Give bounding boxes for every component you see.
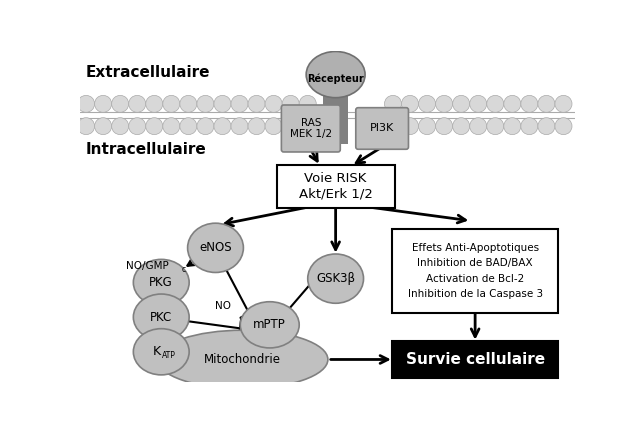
FancyBboxPatch shape xyxy=(277,165,394,208)
Circle shape xyxy=(197,118,214,135)
Circle shape xyxy=(521,118,538,135)
Text: Intracellulaire: Intracellulaire xyxy=(86,142,207,157)
Circle shape xyxy=(487,118,504,135)
FancyBboxPatch shape xyxy=(281,105,341,152)
Circle shape xyxy=(504,95,521,112)
Text: Récepteur: Récepteur xyxy=(307,73,364,84)
Text: PKG: PKG xyxy=(150,276,173,289)
Ellipse shape xyxy=(306,51,365,98)
Text: Mitochondrie: Mitochondrie xyxy=(204,353,281,366)
Ellipse shape xyxy=(157,330,328,389)
Circle shape xyxy=(146,118,163,135)
Text: NO: NO xyxy=(215,301,231,311)
Circle shape xyxy=(248,95,265,112)
Circle shape xyxy=(452,118,470,135)
Circle shape xyxy=(521,95,538,112)
Circle shape xyxy=(95,118,112,135)
Circle shape xyxy=(436,118,452,135)
Circle shape xyxy=(555,118,572,135)
Text: mPTP: mPTP xyxy=(254,318,286,331)
Ellipse shape xyxy=(134,294,189,340)
Ellipse shape xyxy=(188,223,243,272)
Text: eNOS: eNOS xyxy=(199,242,232,254)
Ellipse shape xyxy=(134,260,189,305)
Circle shape xyxy=(282,118,299,135)
Ellipse shape xyxy=(134,329,189,375)
Circle shape xyxy=(538,118,555,135)
Circle shape xyxy=(504,118,521,135)
Circle shape xyxy=(419,95,436,112)
Circle shape xyxy=(401,118,419,135)
Circle shape xyxy=(555,95,572,112)
Ellipse shape xyxy=(240,302,299,348)
Circle shape xyxy=(128,118,146,135)
Circle shape xyxy=(385,118,401,135)
FancyBboxPatch shape xyxy=(392,229,558,313)
Text: Extracellulaire: Extracellulaire xyxy=(86,65,211,80)
Circle shape xyxy=(470,118,487,135)
Text: PKC: PKC xyxy=(150,311,173,323)
Circle shape xyxy=(487,95,504,112)
Text: Survie cellulaire: Survie cellulaire xyxy=(406,352,544,367)
Circle shape xyxy=(470,95,487,112)
Circle shape xyxy=(163,95,180,112)
Ellipse shape xyxy=(308,254,364,303)
Circle shape xyxy=(248,118,265,135)
Circle shape xyxy=(401,95,419,112)
Circle shape xyxy=(77,95,95,112)
Text: NO/GMP: NO/GMP xyxy=(127,260,169,271)
Circle shape xyxy=(452,95,470,112)
Circle shape xyxy=(265,118,282,135)
Text: RAS
MEK 1/2: RAS MEK 1/2 xyxy=(289,118,332,139)
Circle shape xyxy=(163,118,180,135)
FancyBboxPatch shape xyxy=(392,341,558,378)
Circle shape xyxy=(231,95,248,112)
Circle shape xyxy=(77,118,95,135)
Circle shape xyxy=(436,95,452,112)
Circle shape xyxy=(128,95,146,112)
Circle shape xyxy=(231,118,248,135)
Text: Voie RISK
Akt/Erk 1/2: Voie RISK Akt/Erk 1/2 xyxy=(298,172,373,200)
Circle shape xyxy=(299,95,316,112)
Circle shape xyxy=(214,95,231,112)
Bar xyxy=(323,75,348,144)
Circle shape xyxy=(265,95,282,112)
Circle shape xyxy=(180,118,197,135)
Text: Effets Anti-Apoptotiques
Inhibition de BAD/BAX
Activation de Bcl-2
Inhibition de: Effets Anti-Apoptotiques Inhibition de B… xyxy=(408,242,543,299)
Circle shape xyxy=(146,95,163,112)
Circle shape xyxy=(112,95,128,112)
Circle shape xyxy=(112,118,128,135)
Circle shape xyxy=(95,95,112,112)
Circle shape xyxy=(197,95,214,112)
Circle shape xyxy=(419,118,436,135)
Text: GSK3β: GSK3β xyxy=(316,272,355,285)
Text: ATP: ATP xyxy=(162,351,176,360)
Text: K: K xyxy=(153,345,160,358)
Circle shape xyxy=(214,118,231,135)
Circle shape xyxy=(180,95,197,112)
Circle shape xyxy=(282,95,299,112)
Circle shape xyxy=(538,95,555,112)
FancyBboxPatch shape xyxy=(356,108,408,149)
Circle shape xyxy=(299,118,316,135)
Text: c: c xyxy=(181,265,185,274)
Circle shape xyxy=(385,95,401,112)
Text: PI3K: PI3K xyxy=(370,124,394,133)
